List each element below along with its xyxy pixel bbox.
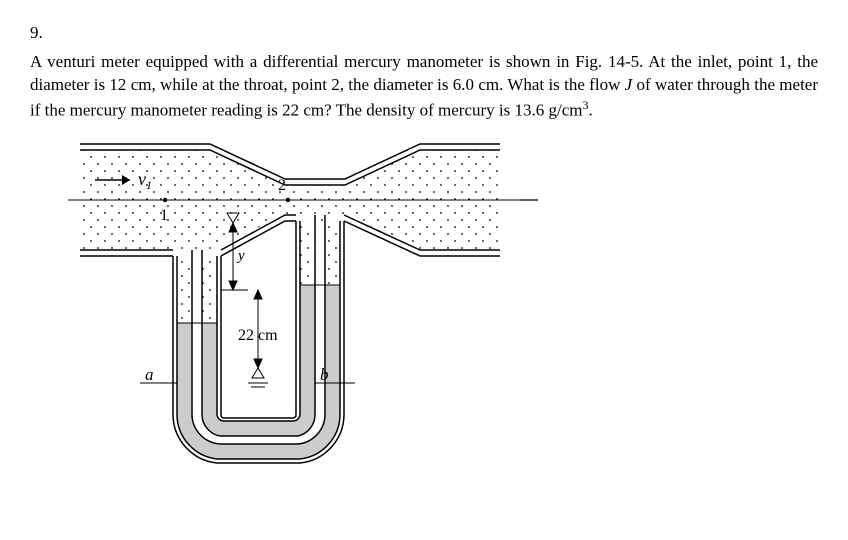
point-2-dot xyxy=(286,198,290,202)
label-a: a xyxy=(145,365,154,384)
label-b: b xyxy=(320,365,329,384)
text-part-3: . xyxy=(588,100,592,119)
venturi-diagram: v1 1 2 y 22 cm a b xyxy=(60,140,540,490)
label-point-2: 2 xyxy=(278,177,286,194)
problem-number: 9. xyxy=(30,22,818,45)
point-1-dot xyxy=(163,198,167,202)
label-point-1: 1 xyxy=(160,207,168,224)
label-y: y xyxy=(236,248,245,264)
label-22cm: 22 cm xyxy=(238,327,278,344)
problem-statement: A venturi meter equipped with a differen… xyxy=(30,51,818,122)
